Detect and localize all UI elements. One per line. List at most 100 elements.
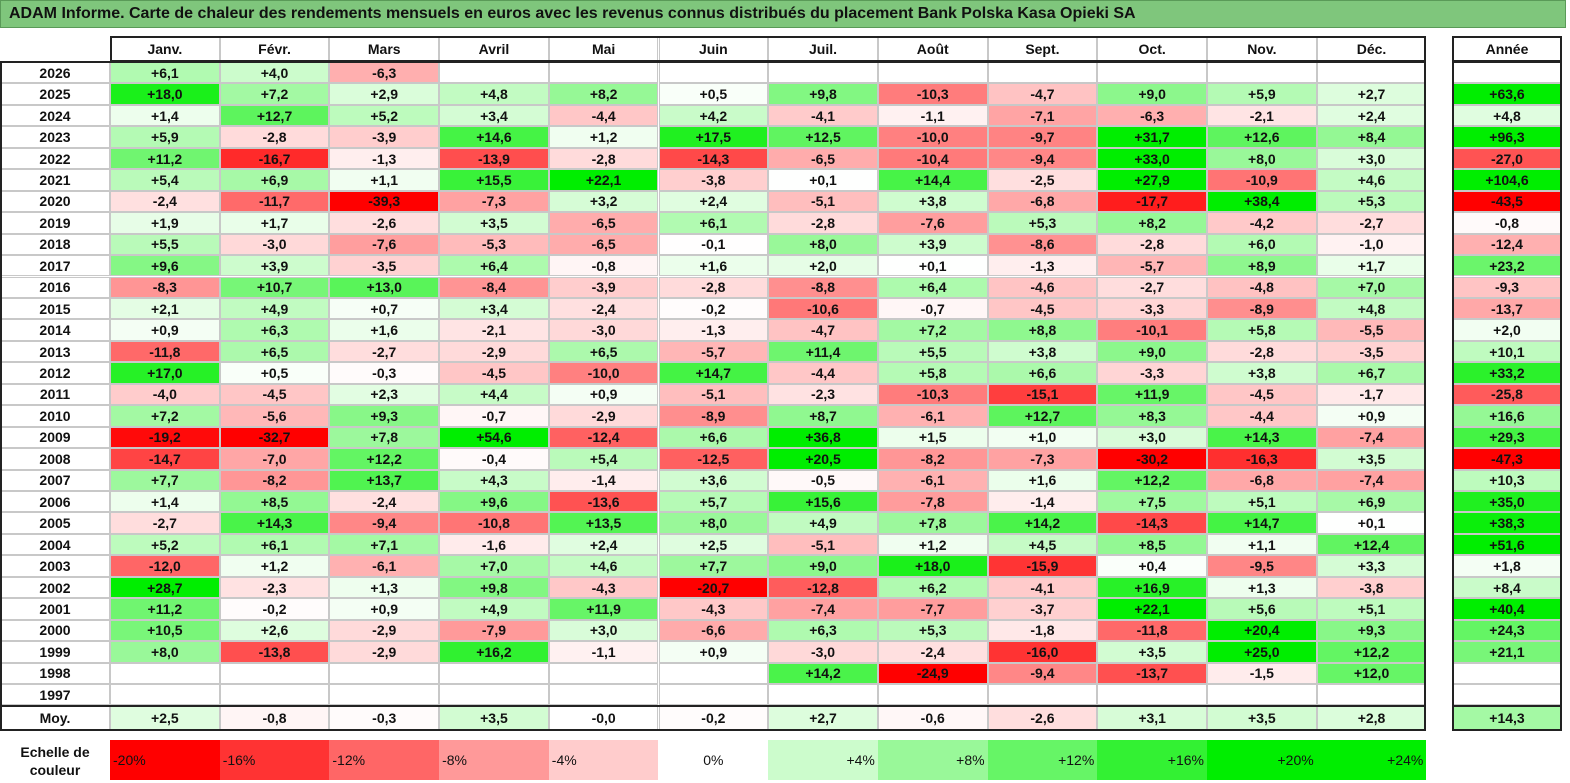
heat-cell: -6,5 — [548, 233, 659, 256]
heat-cell: +2,9 — [329, 83, 440, 105]
heat-cell: -6,1 — [877, 405, 988, 427]
heat-cell: +1,3 — [329, 576, 440, 599]
heat-cell: +7,7 — [110, 469, 220, 491]
heat-cell: +15,5 — [439, 169, 549, 191]
annual-cell: +104,6 — [1452, 169, 1562, 191]
heat-cell: -10,6 — [768, 297, 878, 320]
heat-cell: +12,2 — [1097, 469, 1207, 491]
heat-cell: -5,5 — [1316, 319, 1427, 341]
heat-cell: -3,8 — [1316, 576, 1427, 599]
heat-cell — [1316, 684, 1427, 706]
heat-cell: +8,9 — [1207, 255, 1317, 277]
heat-cell: -8,6 — [987, 233, 1098, 256]
heat-cell: -2,4 — [877, 641, 988, 663]
heat-cell: -7,7 — [877, 598, 988, 620]
heat-cell: -5,1 — [658, 383, 769, 406]
heat-cell: -3,0 — [219, 233, 330, 256]
color-scale-step: -12% — [329, 740, 440, 780]
heat-cell: +5,9 — [1207, 83, 1317, 105]
heat-cell: -6,5 — [548, 212, 659, 234]
heat-cell: -0,1 — [658, 233, 769, 256]
heat-cell: -3,5 — [329, 255, 440, 277]
heat-cell: +6,1 — [219, 533, 330, 556]
heat-cell: +4,8 — [1316, 297, 1427, 320]
heat-cell: -2,3 — [768, 383, 878, 406]
heat-cell: +18,0 — [877, 555, 988, 577]
heat-cell: -15,9 — [987, 555, 1098, 577]
heat-cell: -0,2 — [658, 297, 769, 320]
heat-cell: +0,9 — [658, 641, 769, 663]
annual-cell: +21,1 — [1452, 641, 1562, 663]
heat-cell: -0,3 — [329, 362, 440, 384]
average-annual-cell: +14,3 — [1452, 705, 1562, 731]
heat-cell — [219, 662, 330, 685]
heat-cell: -6,1 — [877, 469, 988, 491]
heat-cell: +2,1 — [110, 297, 220, 320]
heat-cell: -4,0 — [110, 383, 220, 406]
heat-cell: -2,8 — [548, 147, 659, 170]
heat-cell: -7,1 — [987, 104, 1098, 127]
year-label: 2025 — [0, 83, 110, 105]
heat-cell: +9,6 — [439, 491, 549, 513]
heat-cell: +1,6 — [987, 469, 1098, 491]
heat-cell: +22,1 — [548, 169, 659, 191]
heat-cell: -3,9 — [548, 276, 659, 298]
heat-cell: -0,8 — [548, 255, 659, 277]
heat-cell: +2,4 — [658, 190, 769, 213]
heat-cell: +9,6 — [110, 255, 220, 277]
heat-cell: +3,4 — [439, 104, 549, 127]
heat-cell: +11,9 — [548, 598, 659, 620]
heat-cell: -10,9 — [1207, 169, 1317, 191]
heat-cell: +9,0 — [1097, 340, 1207, 363]
heat-cell: +6,4 — [877, 276, 988, 298]
heat-cell: +1,2 — [219, 555, 330, 577]
heat-cell: -4,4 — [768, 362, 878, 384]
month-header: Févr. — [219, 36, 330, 62]
year-label: 2024 — [0, 104, 110, 127]
year-label: 2013 — [0, 340, 110, 363]
heat-cell: +3,6 — [658, 469, 769, 491]
heat-cell: -2,8 — [1097, 233, 1207, 256]
heat-cell — [658, 684, 769, 706]
heat-cell: -14,3 — [658, 147, 769, 170]
heat-cell: -3,0 — [548, 319, 659, 341]
heat-cell — [439, 62, 549, 84]
heat-cell: +12,7 — [987, 405, 1098, 427]
heat-cell: +6,7 — [1316, 362, 1427, 384]
heat-cell: +2,3 — [329, 383, 440, 406]
heat-cell: +7,0 — [439, 555, 549, 577]
year-label: 2000 — [0, 619, 110, 642]
heat-cell: -11,7 — [219, 190, 330, 213]
heat-cell: +7,2 — [110, 405, 220, 427]
heat-cell: +9,0 — [1097, 83, 1207, 105]
heat-cell: +7,2 — [877, 319, 988, 341]
heat-cell: -7,4 — [768, 598, 878, 620]
year-label: 2006 — [0, 491, 110, 513]
heat-cell: -6,6 — [658, 619, 769, 642]
heat-cell: +36,8 — [768, 426, 878, 449]
heat-cell: +0,9 — [110, 319, 220, 341]
heat-cell — [987, 62, 1098, 84]
heat-cell: -1,6 — [439, 533, 549, 556]
year-label: 2004 — [0, 533, 110, 556]
year-label: 1997 — [0, 684, 110, 706]
heat-cell: +7,8 — [877, 512, 988, 534]
average-label: Moy. — [0, 705, 110, 731]
annual-cell: -12,4 — [1452, 233, 1562, 256]
average-cell: +3,5 — [439, 705, 549, 731]
heat-cell: +2,0 — [768, 255, 878, 277]
color-scale-step: +4% — [768, 740, 878, 780]
annual-cell: +2,0 — [1452, 319, 1562, 341]
heat-cell: +12,2 — [329, 448, 440, 470]
heat-cell: +5,3 — [1316, 190, 1427, 213]
heat-cell: +3,5 — [439, 212, 549, 234]
annual-cell: +33,2 — [1452, 362, 1562, 384]
heat-cell: +5,8 — [1207, 319, 1317, 341]
heat-cell: +20,5 — [768, 448, 878, 470]
heat-cell: -10,0 — [877, 126, 988, 148]
color-scale-step: +24% — [1316, 740, 1427, 780]
heat-cell: +2,5 — [658, 533, 769, 556]
month-header: Juil. — [768, 36, 878, 62]
heat-cell: +1,2 — [548, 126, 659, 148]
